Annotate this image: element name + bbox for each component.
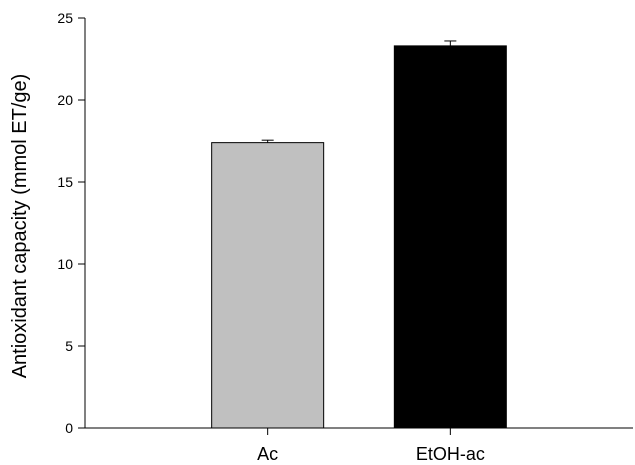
error-bars [261, 40, 457, 143]
y-tick-label: 10 [57, 256, 73, 272]
bar-ac [211, 142, 325, 429]
y-axis-ticks: 0 5 10 15 20 25 [57, 10, 85, 436]
y-tick-label: 0 [65, 420, 73, 436]
x-tick-label: EtOH-ac [416, 444, 485, 464]
y-axis-title: Antioxidant capacity (mmol ET/ge) [9, 74, 31, 379]
y-tick-label: 25 [57, 10, 73, 26]
bar-etoh-ac [393, 45, 507, 429]
y-tick-label: 15 [57, 174, 73, 190]
y-tick-label: 5 [65, 338, 73, 354]
x-axis-ticks: Ac EtOH-ac [257, 428, 485, 464]
y-tick-label: 20 [57, 92, 73, 108]
x-tick-label: Ac [257, 444, 278, 464]
bars [211, 45, 507, 429]
